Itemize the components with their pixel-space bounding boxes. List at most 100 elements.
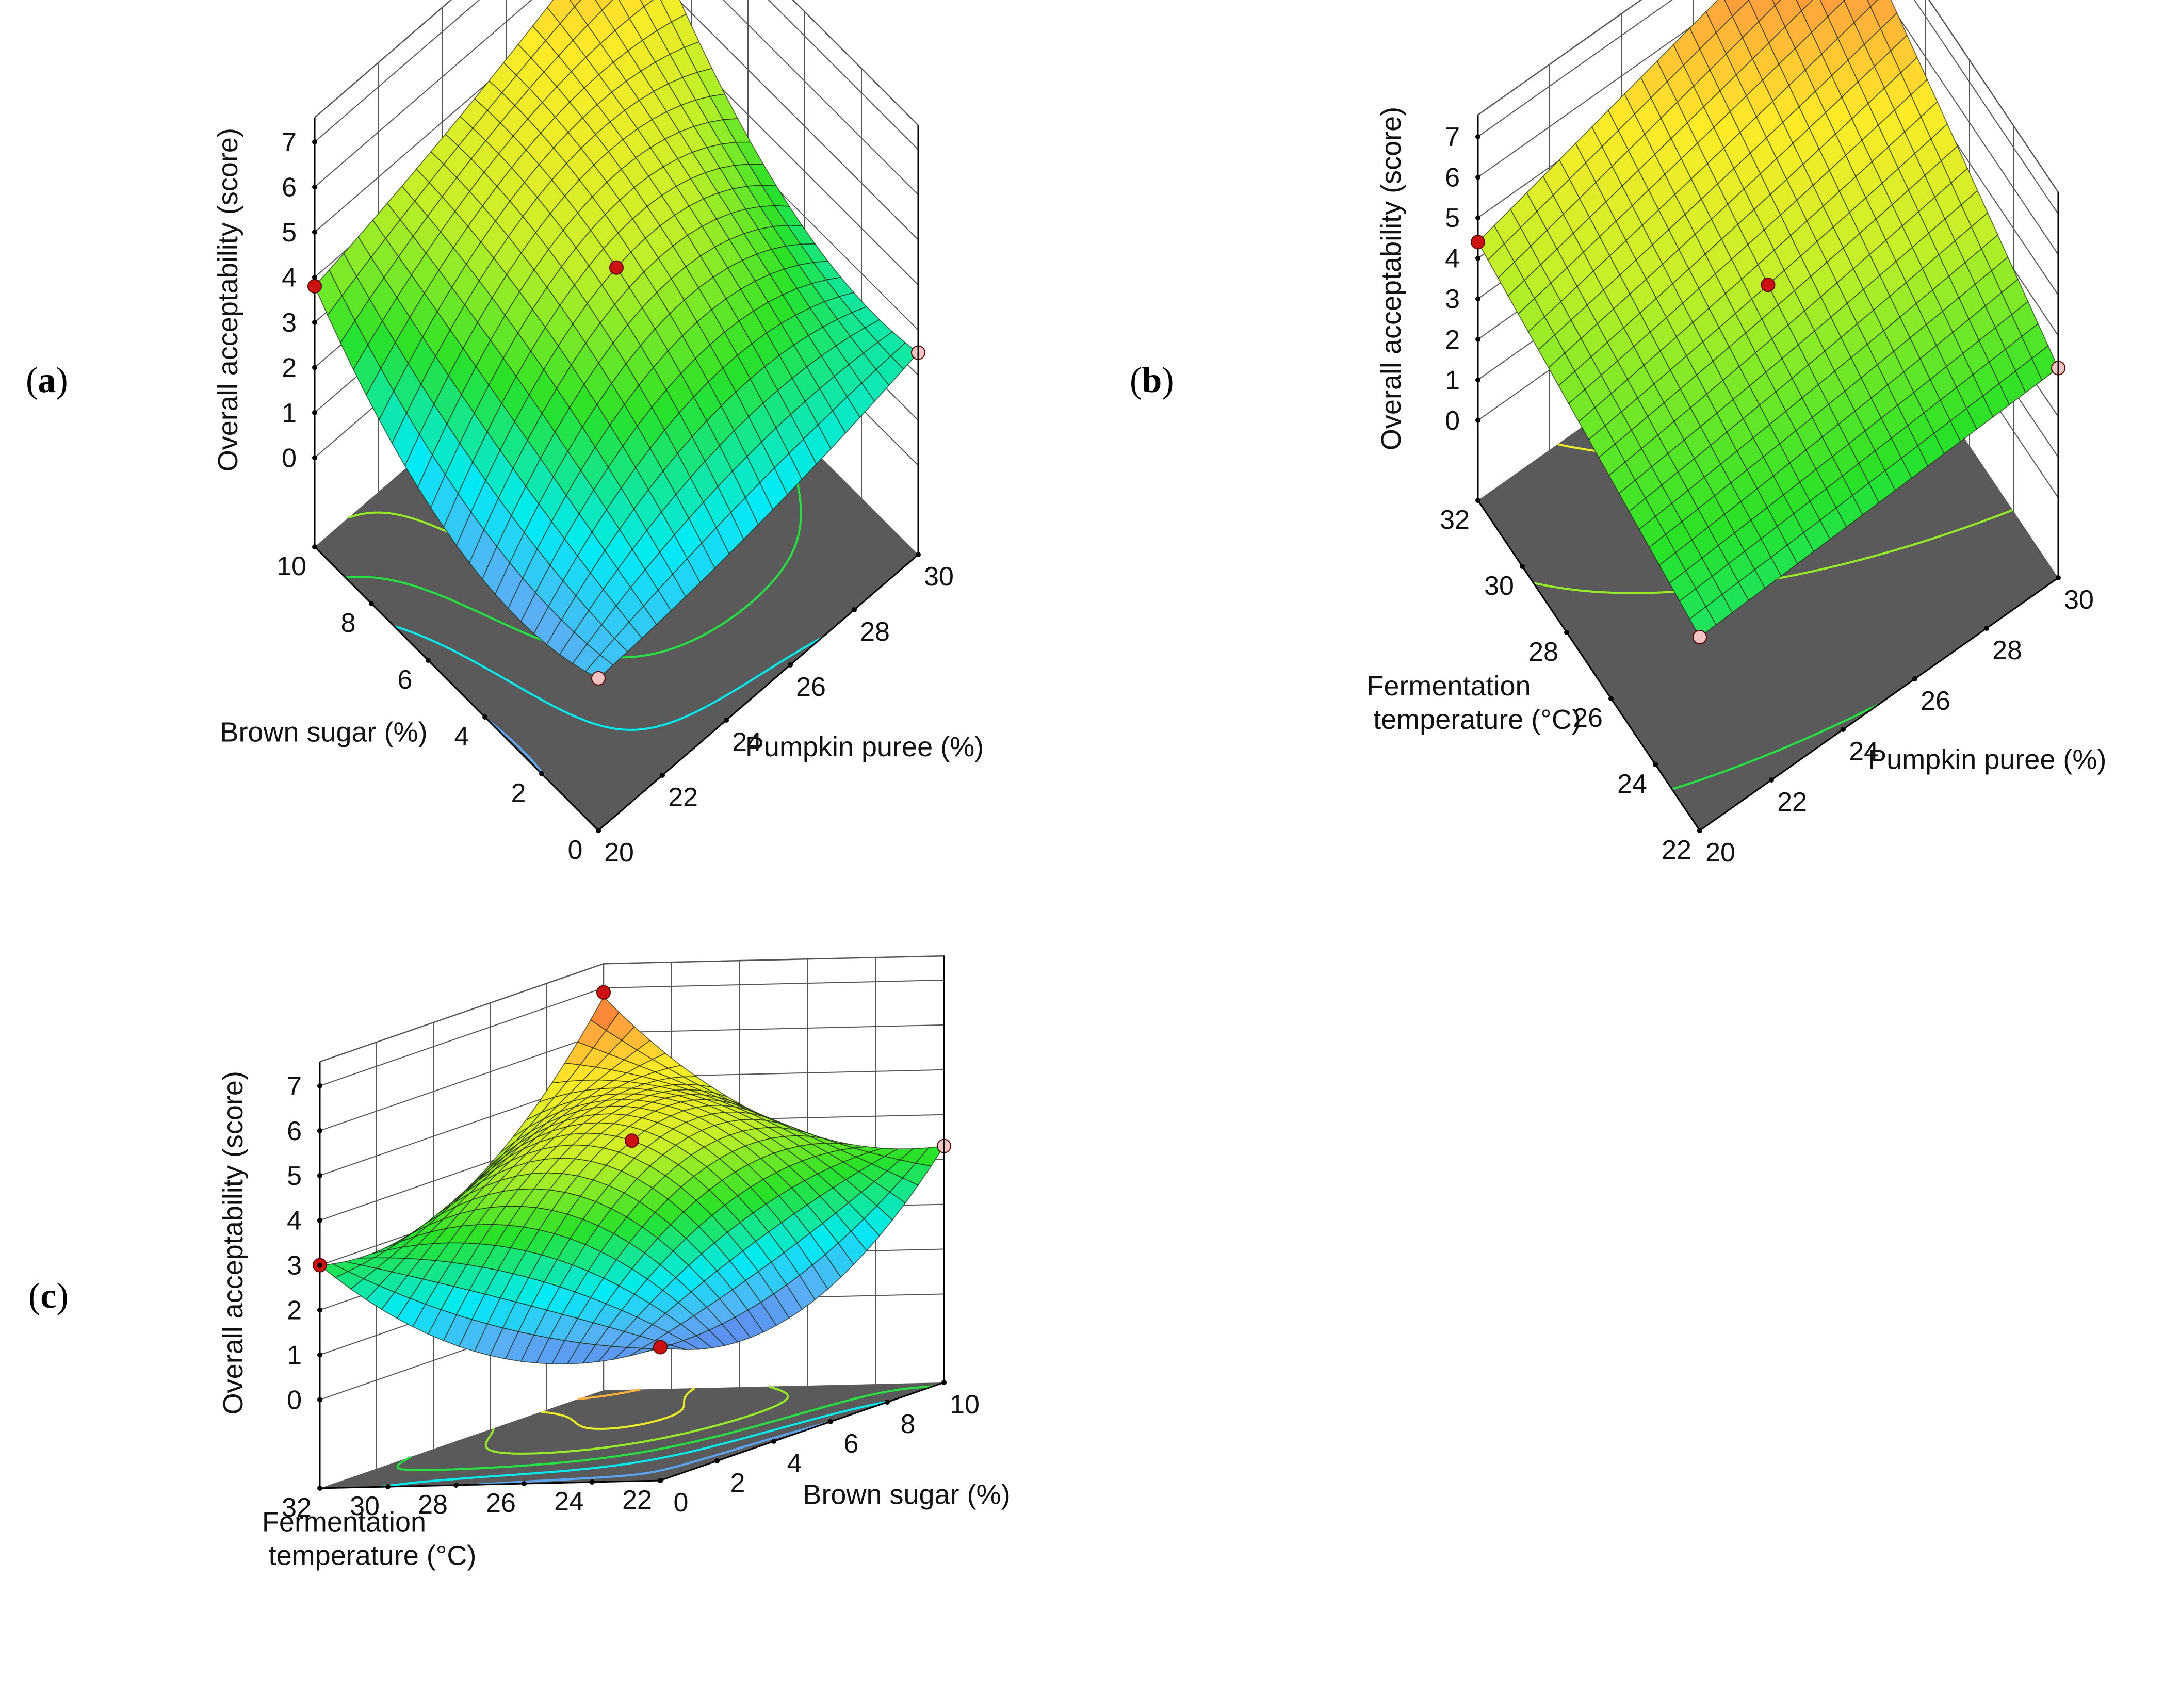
design-point	[1471, 235, 1485, 250]
y-tick-mark	[1653, 762, 1658, 767]
wall-grid-line	[314, 0, 919, 196]
contour-line	[578, 1388, 641, 1401]
y-tick-label: 30	[350, 1491, 380, 1521]
x-axis-title: Pumpkin puree (%)	[1868, 744, 2106, 775]
y-tick-mark	[539, 771, 544, 776]
x-tick-label: 20	[604, 838, 634, 868]
design-point	[625, 1133, 639, 1148]
z-tick-label: 0	[1445, 406, 1460, 436]
response-surface	[314, 0, 919, 679]
z-tick-label: 2	[1445, 325, 1460, 355]
x-tick-mark	[828, 1419, 833, 1424]
wall-grid-line	[1477, 0, 2059, 215]
y-tick-mark	[1475, 498, 1480, 503]
design-point	[1761, 278, 1776, 292]
z-tick-mark	[317, 1397, 322, 1403]
z-tick-mark	[317, 1307, 322, 1313]
contour-line	[394, 625, 823, 731]
y-tick-mark	[426, 658, 431, 663]
y-tick-label: 32	[282, 1493, 312, 1523]
x-tick-mark	[852, 607, 857, 612]
x-tick-mark	[2056, 575, 2061, 580]
surface-cell	[915, 1145, 945, 1167]
z-tick-mark	[317, 1352, 322, 1358]
surface-cell	[890, 342, 919, 370]
panel-label-c: (c)	[28, 1276, 69, 1316]
y-tick-mark	[453, 1483, 459, 1488]
z-tick-label: 1	[287, 1340, 302, 1370]
y-axis-title-line: temperature (°C)	[1373, 704, 1581, 735]
z-tick-mark	[312, 139, 317, 144]
z-tick-mark	[1475, 134, 1480, 139]
x-tick-mark	[724, 718, 729, 723]
z-tick-label: 3	[287, 1251, 302, 1281]
x-tick-label: 6	[844, 1429, 859, 1459]
z-tick-mark	[312, 229, 317, 235]
y-tick-label: 28	[418, 1490, 448, 1520]
z-tick-mark	[1475, 174, 1480, 180]
z-tick-label: 5	[1445, 203, 1460, 233]
x-tick-mark	[714, 1458, 720, 1463]
y-tick-mark	[317, 1486, 322, 1491]
z-tick-mark	[312, 410, 317, 415]
x-tick-label: 22	[668, 783, 698, 812]
z-tick-mark	[317, 1217, 322, 1223]
z-tick-label: 0	[287, 1385, 302, 1415]
y-tick-mark	[1564, 630, 1569, 635]
y-tick-mark	[590, 1479, 595, 1485]
contour-line	[396, 1385, 933, 1471]
z-tick-label: 7	[282, 127, 297, 157]
z-tick-label: 4	[1445, 244, 1460, 274]
y-tick-mark	[1608, 696, 1614, 701]
design-point	[609, 260, 624, 275]
axes: 20 22 24 26 28 30 22 24 26 28 30 32 0 1 2 3 4 5 6 7	[1440, 122, 2094, 868]
y-axis-title-line: Fermentation	[262, 1506, 426, 1537]
wall-grid-line	[314, 0, 919, 150]
z-axis-title: Overall acceptability (score)	[213, 128, 243, 471]
z-tick-mark	[312, 319, 317, 325]
z-tick-label: 1	[1445, 365, 1460, 395]
z-tick-label: 2	[282, 353, 297, 383]
wall-grid-line	[314, 0, 919, 240]
y-tick-mark	[596, 828, 601, 833]
x-tick-label: 20	[1705, 838, 1735, 868]
z-tick-mark	[312, 184, 317, 190]
x-tick-label: 4	[787, 1449, 802, 1478]
x-tick-mark	[941, 1380, 947, 1385]
z-tick-label: 1	[282, 398, 297, 428]
z-tick-mark	[317, 1173, 322, 1178]
x-axis-title: Brown sugar (%)	[803, 1479, 1010, 1510]
x-tick-label: 10	[950, 1390, 980, 1420]
y-tick-label: 24	[1617, 769, 1647, 799]
y-tick-label: 22	[1662, 835, 1691, 865]
x-tick-mark	[1984, 626, 1989, 631]
y-tick-mark	[1697, 828, 1702, 833]
z-tick-mark	[1475, 255, 1480, 261]
z-tick-mark	[1475, 377, 1480, 383]
z-tick-label: 6	[1445, 163, 1460, 193]
x-tick-label: 24	[1849, 737, 1879, 767]
design-point	[591, 671, 606, 686]
z-tick-mark	[1475, 296, 1480, 302]
z-tick-label: 5	[287, 1161, 302, 1191]
z-tick-mark	[1475, 417, 1480, 423]
z-tick-label: 6	[282, 172, 297, 202]
x-tick-label: 24	[732, 727, 762, 757]
z-axis-title: Overall acceptability (score)	[218, 1071, 249, 1414]
z-tick-mark	[312, 274, 317, 280]
x-tick-label: 28	[860, 617, 890, 647]
x-tick-mark	[1769, 777, 1774, 783]
panel-letter: c	[40, 1276, 56, 1316]
x-tick-mark	[660, 773, 665, 778]
surface-cell	[1772, 0, 1781, 6]
floor-plane	[320, 1382, 944, 1488]
z-tick-label: 4	[287, 1206, 302, 1236]
z-tick-label: 7	[287, 1071, 302, 1101]
response-surface	[318, 996, 945, 1364]
surface-cell	[1867, 0, 1878, 8]
y-tick-mark	[369, 601, 374, 606]
